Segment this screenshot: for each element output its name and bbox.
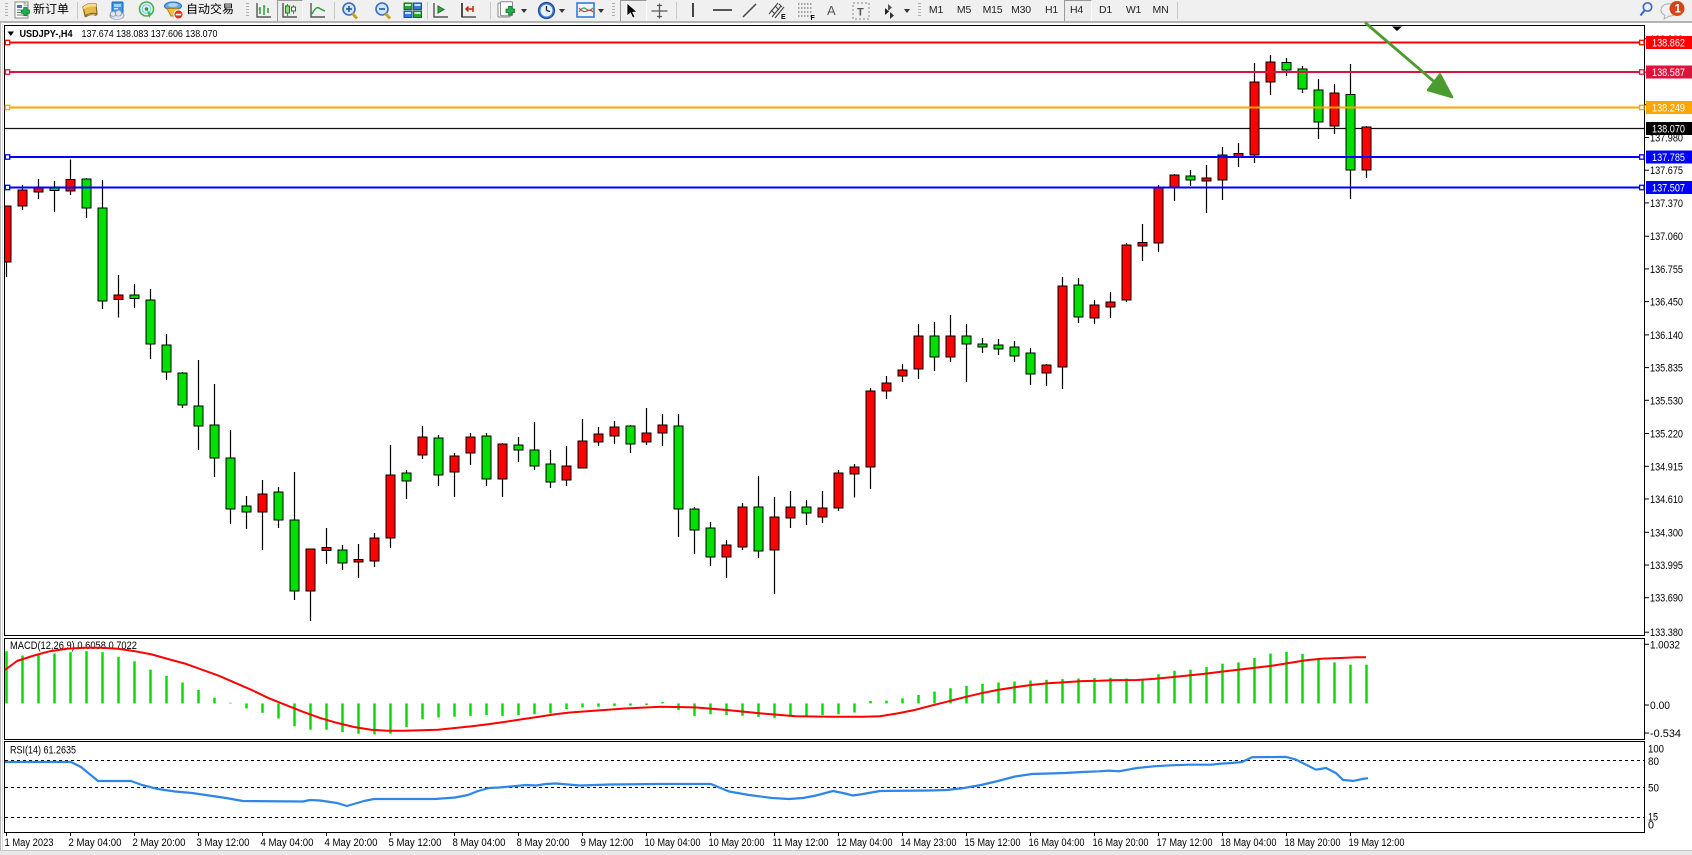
svg-text:16 May 04:00: 16 May 04:00 (1029, 837, 1085, 849)
svg-text:134.610: 134.610 (1650, 494, 1683, 506)
svg-text:8 May 20:00: 8 May 20:00 (517, 837, 570, 849)
svg-text:1.0032: 1.0032 (1650, 639, 1680, 651)
svg-text:8 May 04:00: 8 May 04:00 (453, 837, 506, 849)
svg-text:2 May 04:00: 2 May 04:00 (69, 837, 122, 849)
svg-text:1 May 2023: 1 May 2023 (5, 837, 54, 849)
svg-text:3 May 12:00: 3 May 12:00 (197, 837, 250, 849)
svg-text:17 May 12:00: 17 May 12:00 (1157, 837, 1213, 849)
svg-text:137.674 138.083 137.606 138.07: 137.674 138.083 137.606 138.070 (82, 28, 218, 40)
svg-text:E: E (781, 14, 786, 21)
svg-text:14 May 23:00: 14 May 23:00 (901, 837, 957, 849)
svg-text:134.300: 134.300 (1650, 527, 1683, 539)
svg-text:137.785: 137.785 (1652, 152, 1685, 164)
svg-text:50: 50 (1648, 782, 1659, 794)
svg-text:19 May 12:00: 19 May 12:00 (1349, 837, 1405, 849)
svg-text:137.507: 137.507 (1652, 183, 1685, 195)
svg-text:136.755: 136.755 (1650, 264, 1683, 276)
svg-text:133.995: 133.995 (1650, 560, 1683, 572)
svg-text:137.675: 137.675 (1650, 165, 1683, 177)
svg-text:80: 80 (1648, 756, 1659, 768)
svg-text:138.862: 138.862 (1652, 38, 1685, 50)
svg-text:RSI(14) 61.2635: RSI(14) 61.2635 (10, 745, 76, 757)
svg-text:15: 15 (1648, 812, 1658, 824)
svg-text:138.070: 138.070 (1652, 124, 1685, 136)
svg-text:18 May 04:00: 18 May 04:00 (1221, 837, 1277, 849)
svg-text:136.450: 136.450 (1650, 297, 1683, 309)
svg-text:F: F (811, 15, 816, 21)
svg-text:9 May 12:00: 9 May 12:00 (581, 837, 634, 849)
svg-text:16 May 20:00: 16 May 20:00 (1093, 837, 1149, 849)
svg-text:134.915: 134.915 (1650, 461, 1683, 473)
svg-text:4 May 20:00: 4 May 20:00 (325, 837, 378, 849)
svg-text:136.140: 136.140 (1650, 330, 1683, 342)
svg-text:11 May 12:00: 11 May 12:00 (773, 837, 829, 849)
svg-text:0.00: 0.00 (1650, 700, 1670, 712)
svg-text:100: 100 (1648, 743, 1664, 755)
svg-text:MACD(12,26,9) 0.6058 0.7022: MACD(12,26,9) 0.6058 0.7022 (10, 640, 137, 652)
svg-text:138.587: 138.587 (1652, 67, 1685, 79)
svg-text:137.980: 137.980 (1650, 133, 1683, 145)
svg-text:4 May 04:00: 4 May 04:00 (261, 837, 314, 849)
svg-text:138.249: 138.249 (1652, 103, 1685, 115)
svg-text:133.690: 133.690 (1650, 593, 1683, 605)
svg-text:137.060: 137.060 (1650, 231, 1683, 243)
svg-text:2 May 20:00: 2 May 20:00 (133, 837, 186, 849)
svg-text:10 May 04:00: 10 May 04:00 (645, 837, 701, 849)
svg-text:135.835: 135.835 (1650, 363, 1683, 375)
svg-text:1: 1 (1675, 4, 1682, 16)
svg-text:-0.534: -0.534 (1650, 728, 1681, 740)
svg-text:0: 0 (1648, 819, 1654, 831)
svg-text:T: T (857, 7, 864, 19)
svg-text:135.220: 135.220 (1650, 429, 1683, 441)
svg-text:137.370: 137.370 (1650, 198, 1683, 210)
svg-text:133.380: 133.380 (1650, 627, 1683, 639)
svg-text:12 May 04:00: 12 May 04:00 (837, 837, 893, 849)
svg-text:USDJPY-,H4: USDJPY-,H4 (20, 28, 73, 40)
svg-text:15 May 12:00: 15 May 12:00 (965, 837, 1021, 849)
svg-text:135.530: 135.530 (1650, 395, 1683, 407)
svg-text:18 May 20:00: 18 May 20:00 (1285, 837, 1341, 849)
svg-text:5 May 12:00: 5 May 12:00 (389, 837, 442, 849)
svg-text:10 May 20:00: 10 May 20:00 (709, 837, 765, 849)
